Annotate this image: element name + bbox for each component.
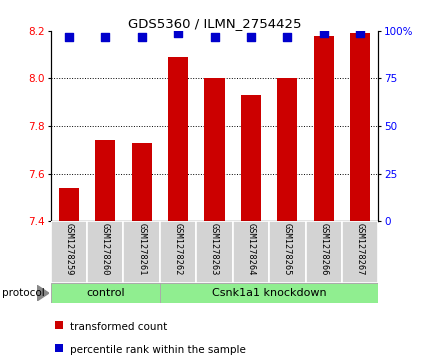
Bar: [277, 78, 297, 221]
Text: transformed count: transformed count: [70, 322, 167, 332]
Text: GSM1278262: GSM1278262: [173, 223, 183, 276]
Bar: [95, 140, 115, 221]
Title: GDS5360 / ILMN_2754425: GDS5360 / ILMN_2754425: [128, 17, 301, 30]
Bar: [160, 221, 196, 283]
Point: [211, 34, 218, 40]
Bar: [124, 221, 160, 283]
Text: GSM1278261: GSM1278261: [137, 223, 146, 276]
Point: [247, 34, 254, 40]
Bar: [160, 283, 378, 303]
Bar: [51, 283, 160, 303]
Text: Csnk1a1 knockdown: Csnk1a1 knockdown: [212, 288, 326, 298]
Bar: [51, 221, 87, 283]
Point: [175, 30, 182, 36]
Point: [65, 34, 72, 40]
Bar: [205, 78, 224, 221]
Text: GSM1278264: GSM1278264: [246, 223, 256, 276]
Bar: [241, 95, 261, 221]
Bar: [87, 221, 124, 283]
Polygon shape: [37, 285, 49, 301]
Point: [320, 30, 327, 36]
Bar: [350, 33, 370, 221]
Text: GSM1278260: GSM1278260: [101, 223, 110, 276]
Bar: [233, 221, 269, 283]
Bar: [314, 36, 334, 221]
Point: [138, 34, 145, 40]
Bar: [168, 57, 188, 221]
Bar: [305, 221, 342, 283]
Text: GSM1278267: GSM1278267: [356, 223, 365, 276]
Text: GSM1278259: GSM1278259: [64, 223, 73, 276]
Text: control: control: [86, 288, 125, 298]
Text: GSM1278265: GSM1278265: [283, 223, 292, 276]
Bar: [59, 188, 79, 221]
Text: GSM1278263: GSM1278263: [210, 223, 219, 276]
Bar: [196, 221, 233, 283]
Point: [102, 34, 109, 40]
Point: [357, 30, 364, 36]
Bar: [342, 221, 378, 283]
Bar: [269, 221, 305, 283]
Text: GSM1278266: GSM1278266: [319, 223, 328, 276]
Bar: [132, 143, 152, 221]
Point: [284, 34, 291, 40]
Text: protocol: protocol: [2, 288, 45, 298]
Text: percentile rank within the sample: percentile rank within the sample: [70, 345, 246, 355]
